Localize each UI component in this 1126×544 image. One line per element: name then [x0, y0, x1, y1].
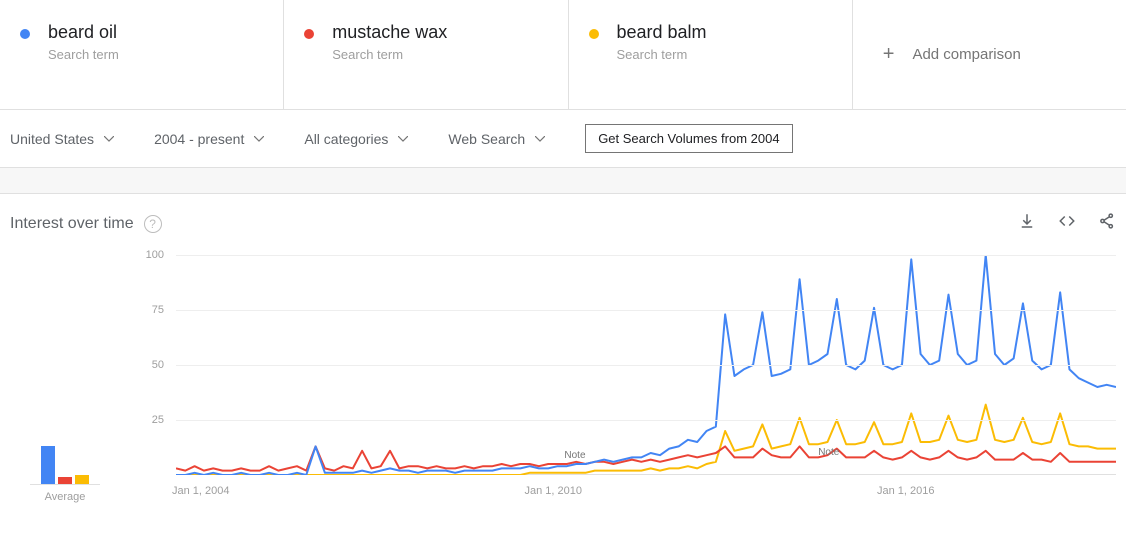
interest-over-time-chart: Average 25 50 75 100 Note Note Jan 1, 2004 Ja…: [0, 235, 1126, 513]
average-bar: [41, 446, 55, 484]
search-term-label: beard oil: [48, 22, 119, 43]
search-term-cell[interactable]: mustache wax Search term: [284, 0, 568, 109]
filter-category[interactable]: All categories: [304, 131, 408, 147]
filter-search-type[interactable]: Web Search: [448, 131, 545, 147]
filter-region[interactable]: United States: [10, 131, 114, 147]
chart-note: Note: [815, 446, 842, 459]
search-term-label: beard balm: [617, 22, 707, 43]
download-icon[interactable]: [1018, 212, 1036, 235]
chevron-down-icon: [535, 136, 545, 142]
search-term-cell[interactable]: beard balm Search term: [569, 0, 853, 109]
filter-timerange[interactable]: 2004 - present: [154, 131, 264, 147]
chevron-down-icon: [398, 136, 408, 142]
average-bar: [75, 475, 89, 484]
y-tick-label: 100: [134, 249, 164, 261]
filter-timerange-label: 2004 - present: [154, 131, 244, 147]
gray-strip: [0, 168, 1126, 194]
search-term-sublabel: Search term: [617, 47, 707, 62]
chart-note: Note: [561, 449, 588, 462]
x-tick-label: Jan 1, 2010: [525, 485, 583, 497]
share-icon[interactable]: [1098, 212, 1116, 235]
series-color-dot: [20, 29, 30, 39]
plus-icon: +: [883, 43, 895, 66]
average-bar: [58, 477, 72, 484]
filter-category-label: All categories: [304, 131, 388, 147]
filter-region-label: United States: [10, 131, 94, 147]
search-term-cell[interactable]: beard oil Search term: [0, 0, 284, 109]
grid-line: [176, 255, 1116, 256]
series-color-dot: [589, 29, 599, 39]
grid-line: [176, 365, 1116, 366]
add-comparison-button[interactable]: + Add comparison: [853, 0, 1126, 109]
y-tick-label: 50: [134, 359, 164, 371]
get-volumes-button[interactable]: Get Search Volumes from 2004: [585, 124, 792, 153]
search-term-sublabel: Search term: [48, 47, 119, 62]
y-tick-label: 25: [134, 414, 164, 426]
add-comparison-label: Add comparison: [912, 46, 1020, 63]
series-color-dot: [304, 29, 314, 39]
grid-line: [176, 310, 1116, 311]
search-term-sublabel: Search term: [332, 47, 447, 62]
average-block: Average: [10, 435, 120, 503]
x-tick-label: Jan 1, 2016: [877, 485, 935, 497]
filter-search-type-label: Web Search: [448, 131, 525, 147]
grid-line: [176, 420, 1116, 421]
chevron-down-icon: [104, 136, 114, 142]
y-tick-label: 75: [134, 304, 164, 316]
chevron-down-icon: [254, 136, 264, 142]
average-label: Average: [45, 491, 86, 503]
section-title: Interest over time: [10, 215, 134, 233]
help-icon[interactable]: ?: [144, 215, 162, 233]
embed-icon[interactable]: [1058, 212, 1076, 235]
series-line: [176, 405, 1116, 475]
search-term-label: mustache wax: [332, 22, 447, 43]
x-tick-label: Jan 1, 2004: [172, 485, 230, 497]
